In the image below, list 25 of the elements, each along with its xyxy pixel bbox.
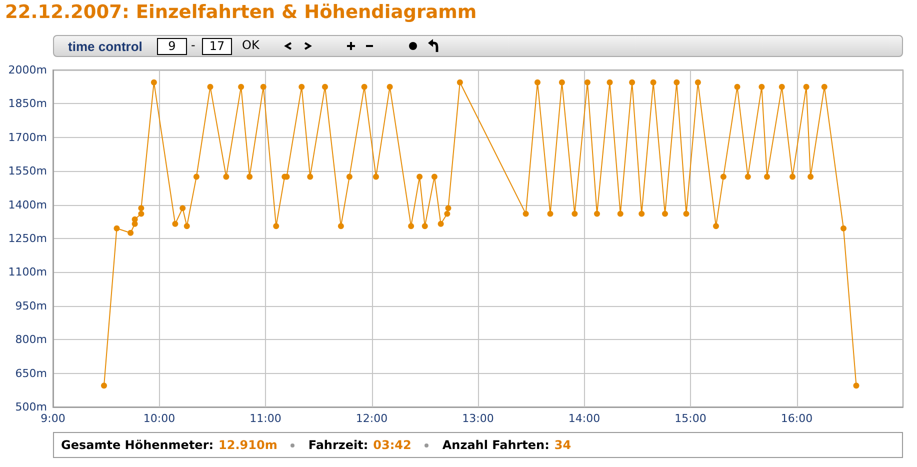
- y-tick-label: 800m: [15, 333, 47, 346]
- y-tick-label: 1700m: [8, 130, 47, 144]
- y-tick-label: 1550m: [8, 164, 47, 178]
- x-tick-label: 16:00: [780, 412, 813, 425]
- y-tick-label: 1100m: [8, 266, 47, 279]
- y-tick-label: 500m: [15, 400, 47, 414]
- x-tick-label: 12:00: [356, 412, 388, 425]
- x-tick-label: 10:00: [143, 412, 176, 425]
- summary-box: Gesamte Höhenmeter: 12.910m Fahrzeit: 03:42 Anzahl Fahrten: 34: [53, 432, 903, 458]
- y-tick-label: 2000m: [8, 64, 47, 76]
- x-tick-label: 13:00: [462, 412, 494, 425]
- y-tick-label: 1250m: [8, 232, 47, 245]
- text: -: [191, 38, 196, 53]
- y-tick-label: 650m: [15, 366, 47, 380]
- y-tick-label: 1400m: [8, 198, 47, 212]
- x-tick-label: 15:00: [674, 412, 706, 425]
- y-tick-label: 1850m: [8, 97, 47, 110]
- start-time-field: 9: [157, 38, 187, 55]
- y-tick-label: 950m: [15, 299, 47, 312]
- text: OK: [242, 38, 260, 53]
- end-time-field: 17: [202, 38, 232, 55]
- x-tick-label: 9:00: [40, 412, 66, 425]
- x-tick-label: 11:00: [250, 412, 282, 425]
- chart-title: 22.12.2007: Einzelfahrten & Höhendiagramm: [5, 1, 477, 25]
- x-tick-label: 14:00: [568, 412, 600, 425]
